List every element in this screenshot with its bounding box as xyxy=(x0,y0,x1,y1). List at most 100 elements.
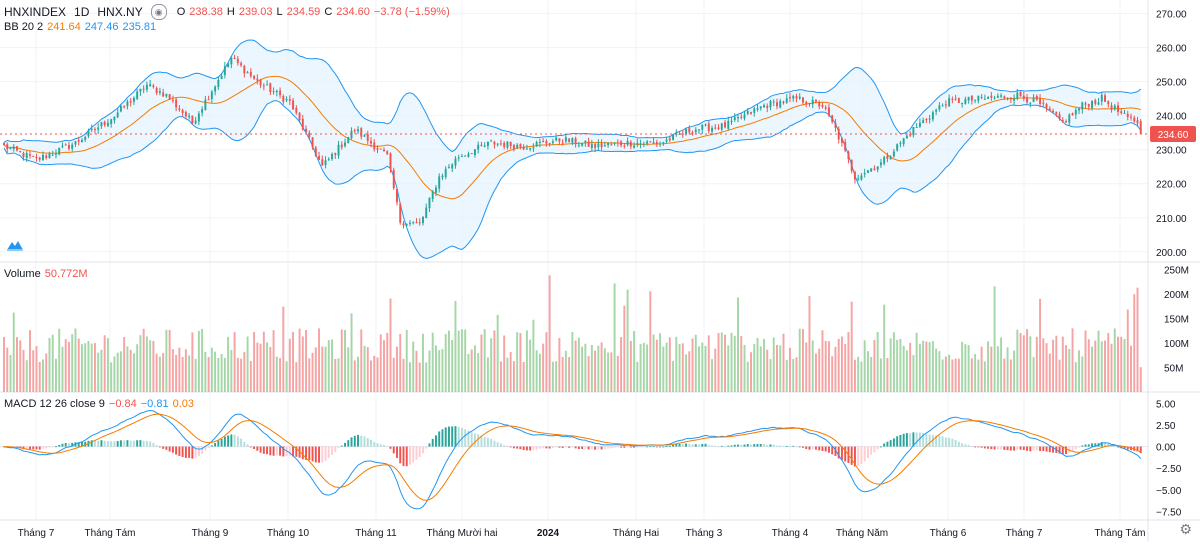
volume-bar xyxy=(48,337,51,392)
candle xyxy=(525,148,528,150)
bb-label: BB 20 2 xyxy=(4,21,44,33)
gear-icon[interactable]: ⚙ xyxy=(1179,521,1192,537)
volume-bar xyxy=(412,341,415,392)
macd-hist-bar xyxy=(688,443,691,447)
volume-bar xyxy=(223,357,226,392)
macd-hist-bar xyxy=(831,446,834,455)
macd-hist-bar xyxy=(175,446,178,455)
volume-bar xyxy=(574,340,577,392)
macd-hist-bar xyxy=(834,446,837,456)
price-tick-label: 230.00 xyxy=(1156,146,1187,157)
candle xyxy=(1139,121,1142,135)
candle xyxy=(639,143,642,145)
volume-bar xyxy=(1094,340,1097,392)
macd-hist-bar xyxy=(870,446,873,455)
candle xyxy=(753,108,756,113)
signal-line xyxy=(3,413,1141,501)
volume-bar xyxy=(1022,335,1025,392)
volume-bar xyxy=(659,333,662,392)
candle xyxy=(743,114,746,119)
volume-bar xyxy=(447,330,450,392)
macd-hist-bar xyxy=(357,434,359,447)
macd-hist-bar xyxy=(256,446,259,451)
macd-hist-bar xyxy=(516,446,519,449)
macd-hist-bar xyxy=(694,444,697,447)
candle xyxy=(1091,100,1094,108)
macd-hist-bar xyxy=(1009,446,1012,451)
volume-bar xyxy=(418,362,421,392)
volume-bar xyxy=(610,352,613,392)
macd-hist-bar xyxy=(288,446,291,456)
candle xyxy=(522,147,525,150)
macd-hist-bar xyxy=(525,446,528,451)
macd-hist-bar xyxy=(1087,444,1090,447)
candle xyxy=(327,158,330,160)
candle xyxy=(896,144,899,151)
bollinger-lower-line xyxy=(3,100,1142,260)
volume-bar xyxy=(551,361,554,392)
volume-bar xyxy=(97,352,100,392)
candle xyxy=(577,144,580,146)
macd-hist-bar xyxy=(467,430,470,447)
macd-hist-bar xyxy=(665,446,668,447)
macd-hist-bar xyxy=(399,446,402,464)
macd-hist-bar xyxy=(607,446,610,449)
symbol-name[interactable]: HNXINDEX xyxy=(4,5,67,19)
candle xyxy=(883,156,886,164)
price-tick-label: 240.00 xyxy=(1156,112,1187,123)
macd-hist-bar xyxy=(941,436,944,447)
volume-bar xyxy=(334,358,337,392)
volume-bar xyxy=(805,342,808,392)
tradingview-logo-icon[interactable] xyxy=(6,238,24,252)
candle xyxy=(269,83,272,93)
macd-hist-bar xyxy=(1003,446,1006,450)
volume-bar xyxy=(399,333,402,392)
macd-hist-bar xyxy=(678,443,681,447)
macd-hist-bar xyxy=(58,444,61,447)
macd-legend[interactable]: MACD 12 26 close 9 −0.84 −0.81 0.03 xyxy=(4,398,194,410)
volume-bar xyxy=(1013,350,1016,392)
candle xyxy=(422,216,424,224)
volume-bar xyxy=(1058,359,1061,392)
macd-hist-bar xyxy=(814,446,817,450)
volume-legend[interactable]: Volume 50.772M xyxy=(4,268,88,280)
macd-hist-bar xyxy=(983,446,986,449)
volume-bar xyxy=(545,332,548,392)
candle xyxy=(275,90,278,93)
macd-hist-bar xyxy=(571,446,574,448)
volume-bar xyxy=(759,346,762,392)
candle xyxy=(1032,97,1035,102)
volume-bar xyxy=(730,332,733,392)
eye-icon[interactable]: ◉ xyxy=(150,4,167,20)
volume-bar xyxy=(558,337,561,392)
time-tick-label: 2024 xyxy=(537,528,560,539)
macd-hist-bar xyxy=(366,438,369,447)
candle xyxy=(834,122,837,128)
macd-hist-bar xyxy=(967,444,970,447)
volume-bar xyxy=(366,347,369,392)
volume-bar xyxy=(922,340,925,392)
candle xyxy=(568,138,571,142)
bollinger-fill xyxy=(4,40,1141,259)
volume-bar xyxy=(506,357,509,392)
candle xyxy=(113,116,116,121)
bb-legend[interactable]: BB 20 2 241.64 247.46 235.81 xyxy=(4,21,156,33)
volume-bar xyxy=(519,333,522,392)
macd-hist-bar xyxy=(305,446,308,460)
ohlc-l-label: L xyxy=(276,6,283,18)
macd-hist-bar xyxy=(233,434,236,447)
macd-hist-bar xyxy=(1048,446,1051,453)
volume-bar xyxy=(678,344,681,392)
macd-hist-bar xyxy=(389,446,392,449)
volume-bar xyxy=(538,353,541,392)
candle xyxy=(529,148,532,150)
macd-hist-bar xyxy=(197,446,200,457)
macd-hist-bar xyxy=(418,446,421,458)
volume-bar xyxy=(129,349,132,392)
candle xyxy=(486,141,489,147)
candle xyxy=(542,140,545,142)
interval[interactable]: 1D xyxy=(74,5,90,19)
time-tick-label: Tháng Tám xyxy=(85,528,136,539)
volume-bar xyxy=(145,336,148,392)
